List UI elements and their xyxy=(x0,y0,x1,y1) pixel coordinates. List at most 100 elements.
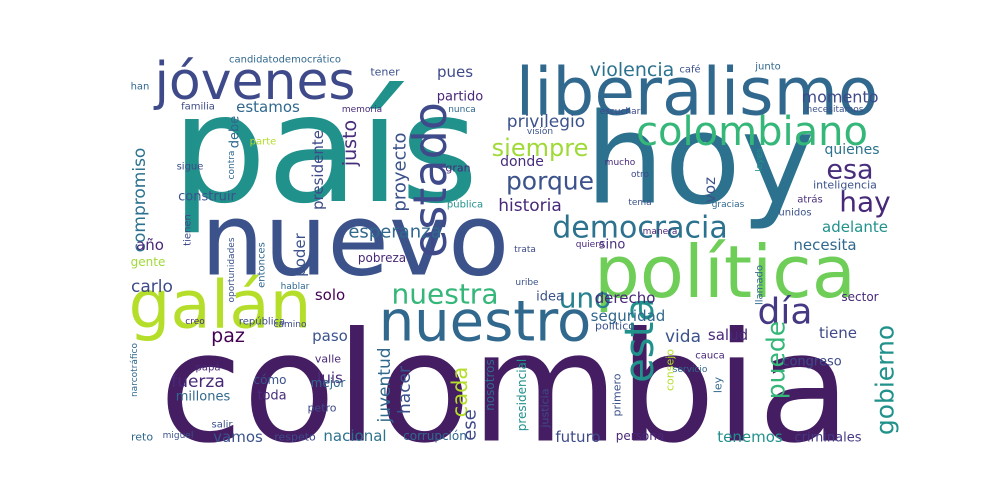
word: liberalismo xyxy=(516,54,878,131)
word: presidente xyxy=(309,130,327,210)
word: estamos xyxy=(236,98,300,116)
word: momento xyxy=(801,88,878,107)
word: privilegio xyxy=(507,112,585,132)
word: política xyxy=(594,230,856,314)
word: café xyxy=(679,64,700,76)
word: toda xyxy=(257,389,286,404)
word: día xyxy=(758,292,813,333)
word: gente xyxy=(131,255,166,269)
word: tenemos xyxy=(717,428,783,446)
word: tiene xyxy=(819,324,857,342)
word: ley xyxy=(712,376,725,393)
word: salud xyxy=(708,326,748,344)
word: leyes xyxy=(755,148,765,172)
word: país xyxy=(172,63,479,237)
word: millones xyxy=(176,390,231,405)
word: vamos xyxy=(213,428,263,446)
word: pobreza xyxy=(358,251,406,265)
word: esta xyxy=(617,297,663,383)
word: tienen xyxy=(183,214,194,246)
word: papá xyxy=(196,362,221,374)
word: carlo xyxy=(131,277,173,297)
word: ese xyxy=(460,409,481,441)
word: salir xyxy=(211,420,233,431)
word: colombiano xyxy=(636,109,868,155)
word: respeto xyxy=(274,431,316,444)
word: cauca xyxy=(695,351,725,362)
word: donde xyxy=(500,154,544,170)
word: servicio xyxy=(673,365,708,375)
word: cómo xyxy=(254,373,287,387)
word: nuestra xyxy=(392,278,499,311)
word: violencia xyxy=(590,59,675,81)
word: trata xyxy=(514,245,536,255)
word: sino xyxy=(599,238,626,253)
word: candidatodemocrático xyxy=(229,54,341,66)
word: luis xyxy=(317,369,343,387)
word: memoria xyxy=(342,105,382,115)
word: quiero xyxy=(576,240,605,250)
word: proyecto xyxy=(390,132,411,211)
word: voz xyxy=(701,177,719,203)
word: gran xyxy=(445,162,470,175)
word: primero xyxy=(611,373,624,416)
word: inteligencia xyxy=(813,179,877,192)
word: valle xyxy=(315,353,341,366)
word: unidos xyxy=(778,208,811,219)
word: entonces xyxy=(257,242,268,288)
word: justicia xyxy=(539,389,552,429)
word: historia xyxy=(498,196,562,216)
word: camino xyxy=(274,320,307,330)
word: futuro xyxy=(555,428,600,446)
word: petro xyxy=(307,402,336,415)
word: tener xyxy=(370,66,400,79)
word: consejo xyxy=(664,349,677,391)
word: colombia xyxy=(159,300,851,477)
word: gobierno xyxy=(871,325,900,435)
word: visión xyxy=(527,126,553,137)
word: jóvenes xyxy=(153,52,355,112)
word: familia xyxy=(181,102,215,113)
word: corrupción xyxy=(403,429,467,443)
word: debe xyxy=(228,116,243,149)
word: nunca xyxy=(448,105,476,115)
word: seguridad xyxy=(591,307,666,325)
word: criminales xyxy=(795,431,862,446)
word: poder xyxy=(291,232,309,276)
word: siempre xyxy=(492,134,589,162)
word: puede xyxy=(762,321,791,399)
word: congreso xyxy=(782,355,841,370)
word: parte xyxy=(250,137,277,148)
word: galán xyxy=(129,267,312,344)
word: adelante xyxy=(822,218,888,236)
word: construir xyxy=(178,190,236,205)
word: juventud xyxy=(375,347,395,423)
word: han xyxy=(131,82,150,93)
word: pues xyxy=(437,63,473,81)
word: hoy xyxy=(585,88,815,233)
word: partido xyxy=(437,90,484,105)
word: otro xyxy=(631,170,650,180)
word: república xyxy=(239,316,285,328)
word: nuevo xyxy=(201,182,510,299)
word: paso xyxy=(312,327,348,345)
word: cada xyxy=(448,367,472,418)
word: quienes xyxy=(824,142,879,158)
word: sigue xyxy=(177,162,204,173)
word: mucho xyxy=(605,158,636,168)
word: contra xyxy=(227,151,237,180)
word: pública xyxy=(447,199,483,211)
word: idea xyxy=(536,290,564,305)
word: solo xyxy=(315,286,345,304)
word: uribe xyxy=(515,278,539,288)
word: justo xyxy=(339,120,361,167)
word: mejor xyxy=(311,376,346,390)
word: año xyxy=(136,236,164,254)
word: junto xyxy=(754,62,781,73)
word: nuestro xyxy=(379,290,592,355)
word: esperanza xyxy=(348,222,441,243)
word: narcotráfico xyxy=(130,342,140,397)
word: esa xyxy=(826,155,873,186)
word: político xyxy=(595,320,635,333)
